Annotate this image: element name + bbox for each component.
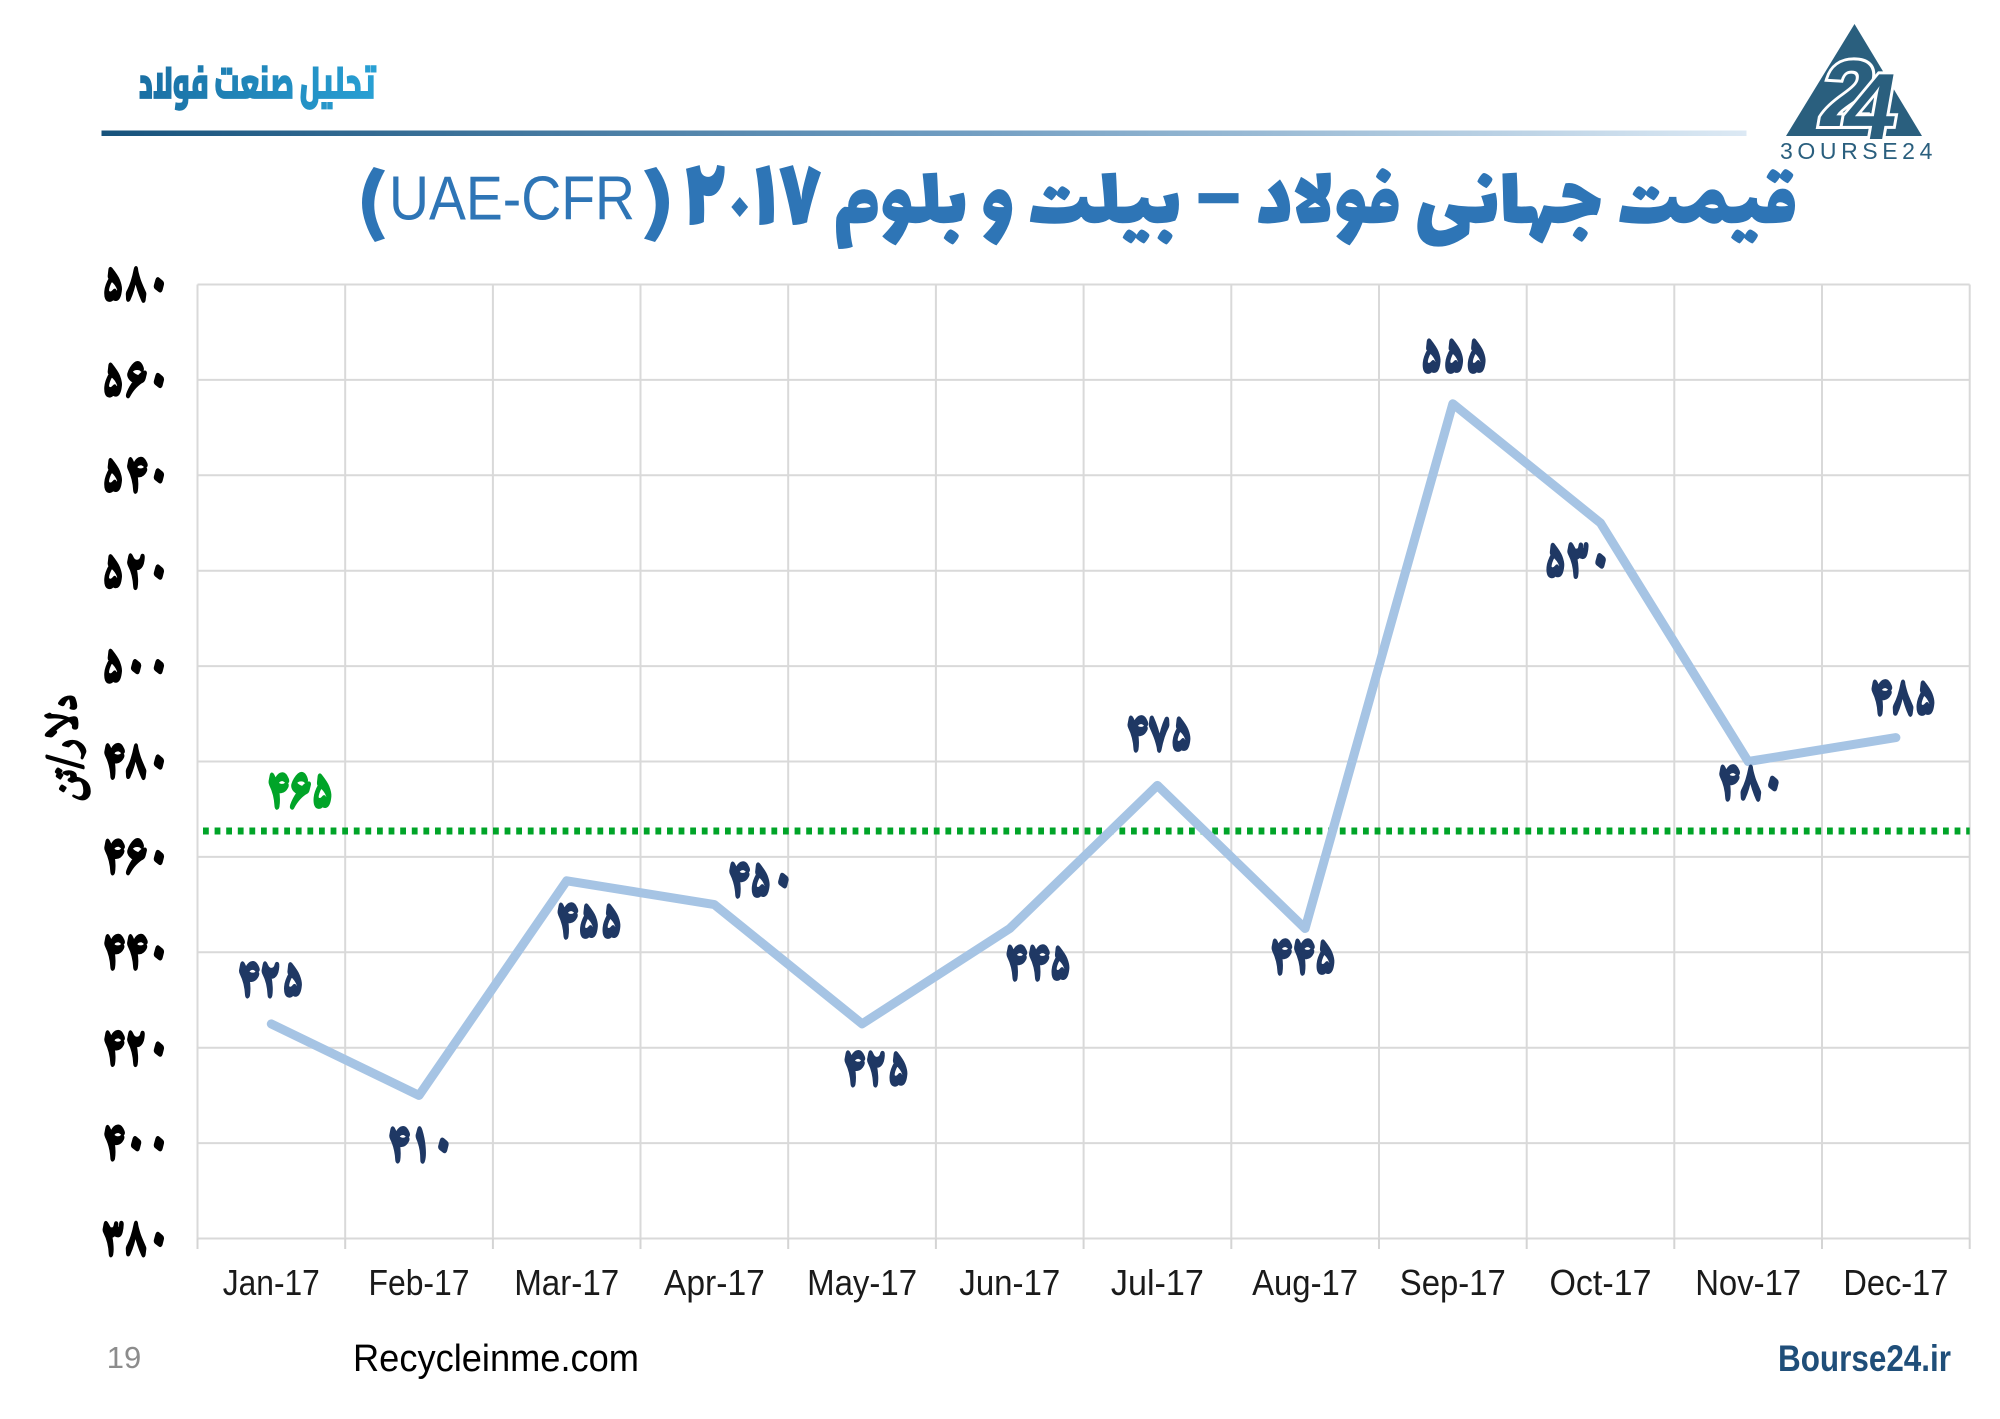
svg-text:Apr-17: Apr-17 bbox=[664, 1262, 765, 1303]
svg-text:Jun-17: Jun-17 bbox=[959, 1262, 1060, 1303]
svg-text:Recycleinme.com: Recycleinme.com bbox=[353, 1338, 639, 1380]
svg-text:Bourse24.ir: Bourse24.ir bbox=[1778, 1338, 1951, 1379]
svg-text:Feb-17: Feb-17 bbox=[369, 1262, 470, 1303]
svg-text:19: 19 bbox=[107, 1340, 141, 1375]
svg-text:3OURSE24: 3OURSE24 bbox=[1780, 138, 1937, 164]
svg-text:May-17: May-17 bbox=[807, 1262, 917, 1303]
svg-text:Oct-17: Oct-17 bbox=[1550, 1262, 1652, 1303]
svg-text:Dec-17: Dec-17 bbox=[1843, 1262, 1948, 1303]
svg-text:Jan-17: Jan-17 bbox=[223, 1262, 320, 1303]
svg-text:UAE-CFR: UAE-CFR bbox=[389, 165, 635, 234]
svg-text:Aug-17: Aug-17 bbox=[1252, 1262, 1358, 1303]
svg-text:Mar-17: Mar-17 bbox=[514, 1262, 619, 1303]
svg-text:Nov-17: Nov-17 bbox=[1695, 1262, 1801, 1303]
svg-text:Sep-17: Sep-17 bbox=[1400, 1262, 1506, 1303]
svg-text:Jul-17: Jul-17 bbox=[1111, 1262, 1204, 1303]
